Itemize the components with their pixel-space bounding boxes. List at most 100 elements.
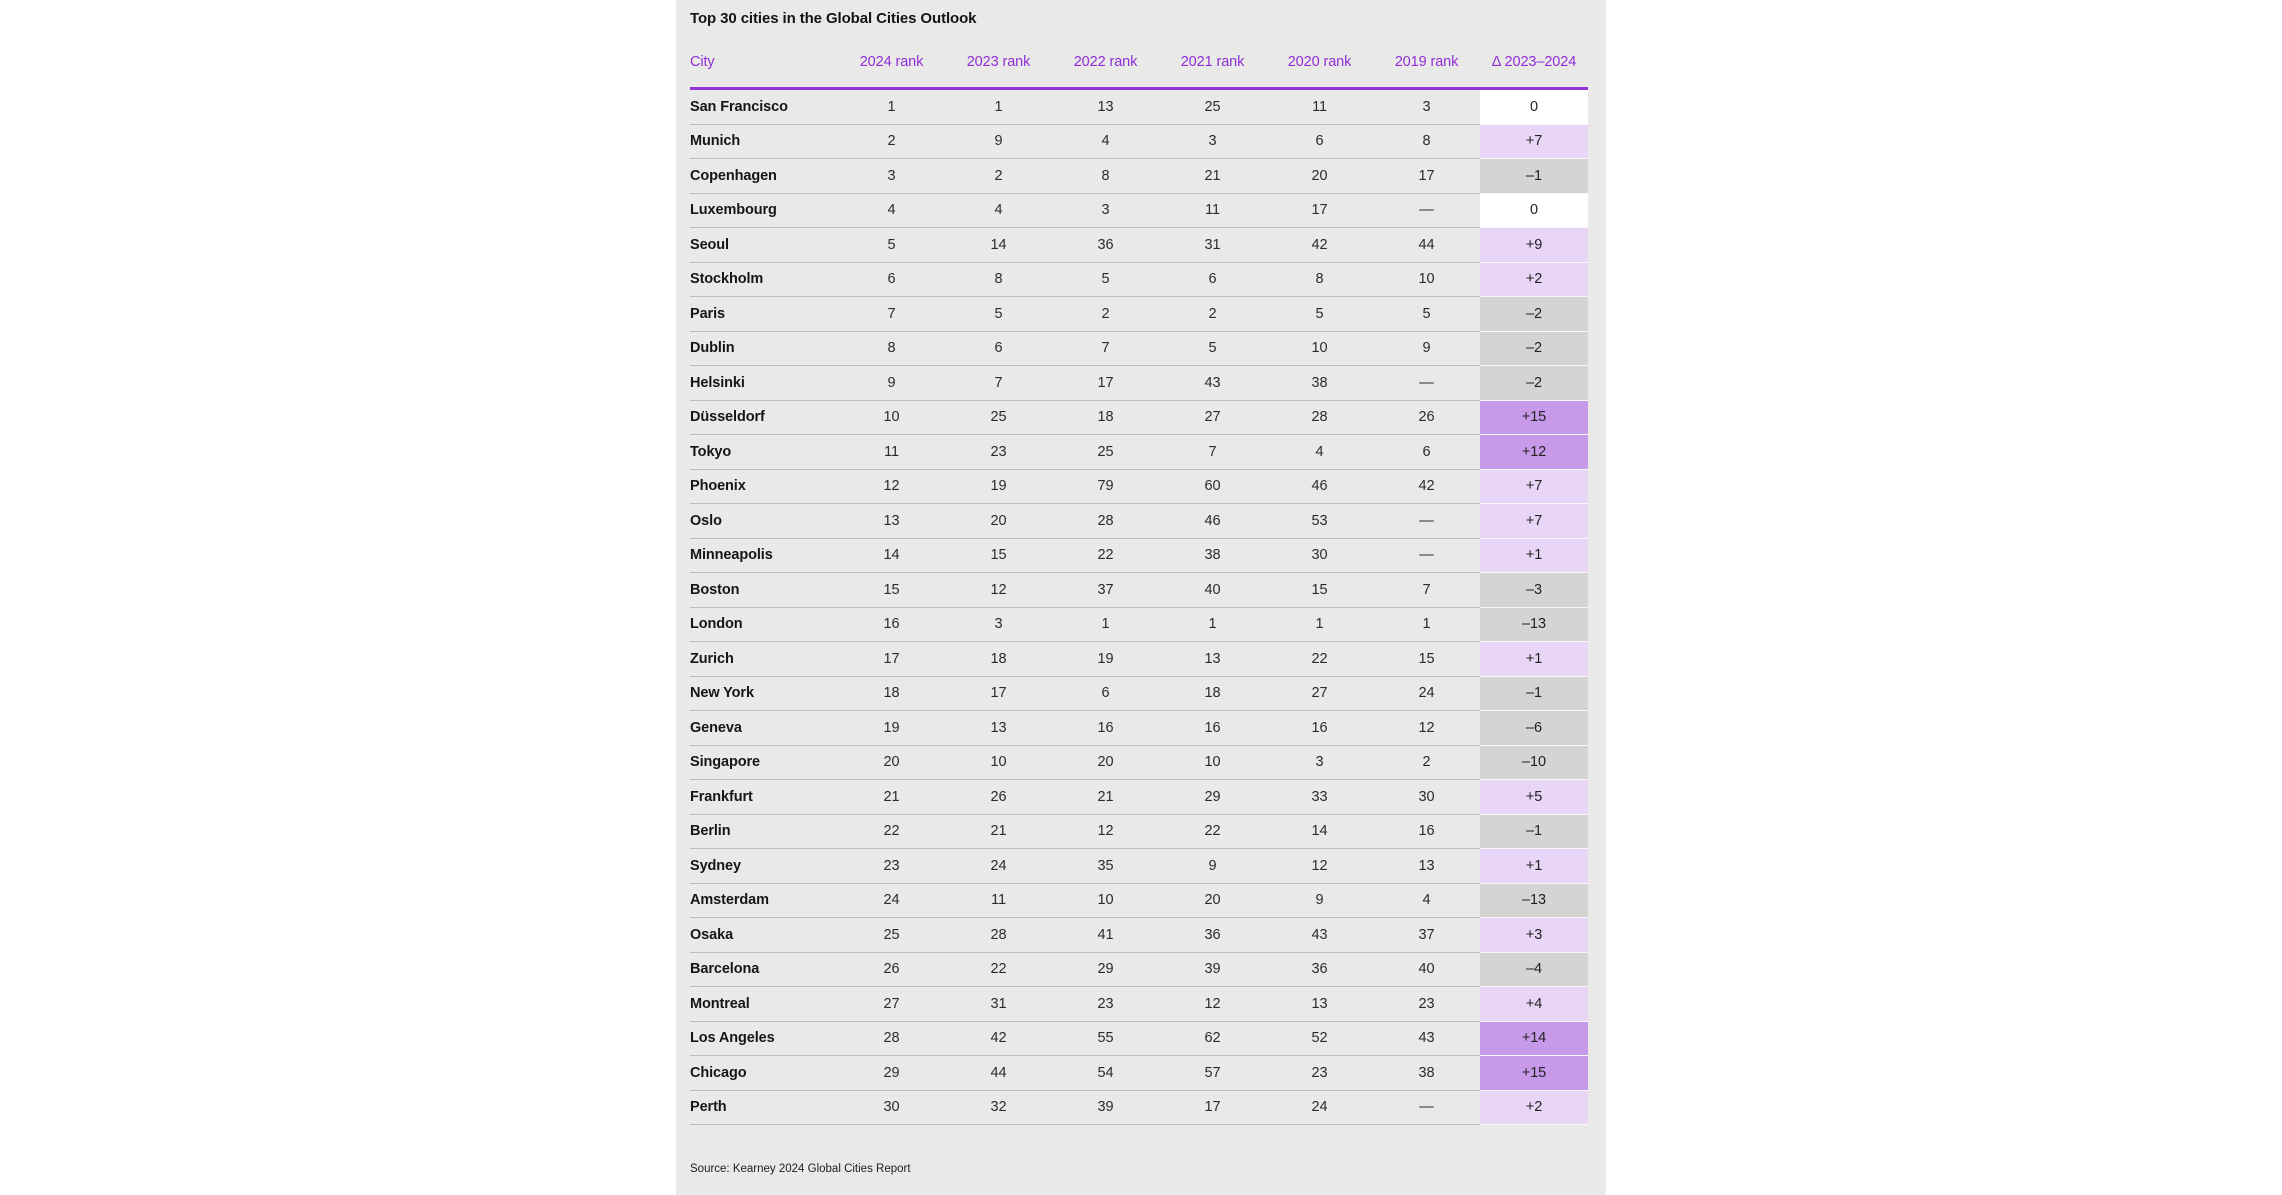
city-cell: New York [690,677,838,711]
city-cell: Chicago [690,1056,838,1091]
rank-cell: 46 [1266,470,1373,504]
rank-cell: 1 [945,90,1052,125]
rank-cell: 6 [838,263,945,297]
table-row-minneapolis: Minneapolis 14 15 22 38 30— +1 [690,538,1588,573]
rank-cell: 4 [838,194,945,228]
rank-cell: 10 [1266,332,1373,366]
table-row-paris: Paris 7 5 2 2 5 5 –2 [690,297,1588,332]
rank-cell: 8 [1373,125,1480,159]
rank-cell: 15 [1373,642,1480,677]
rank-cell: 9 [1373,332,1480,366]
rank-cell: 30 [1373,780,1480,815]
rank-cell: 25 [945,401,1052,435]
city-cell: San Francisco [690,90,838,125]
rank-cell: 12 [1052,815,1159,849]
rank-cell: 24 [1373,677,1480,711]
rank-cell: 1 [838,90,945,125]
rank-cell: 22 [1052,539,1159,573]
rank-cell: 14 [1266,815,1373,849]
table-row-stockholm: Stockholm 6 8 5 6 8 10 +2 [690,262,1588,297]
rank-cell: 36 [1052,228,1159,263]
rank-cell: 13 [838,504,945,539]
delta-cell: +5 [1480,780,1588,815]
table-row-boston: Boston 15 12 37 40 15 7 –3 [690,573,1588,608]
rank-cell: 30 [838,1091,945,1125]
table-row-singapore: Singapore 20 10 20 10 3 2 –10 [690,745,1588,780]
rank-cell: 16 [1266,711,1373,746]
rank-cell: 4 [1266,435,1373,470]
table-row-sydney: Sydney 23 24 35 9 12 13 +1 [690,849,1588,884]
rank-cell: 6 [1266,125,1373,159]
table-row-dublin: Dublin 8 6 7 5 10 9 –2 [690,331,1588,366]
delta-cell: +7 [1480,469,1588,504]
rank-cell: 55 [1052,1022,1159,1056]
rank-cell: 8 [1052,159,1159,194]
rank-cell: 15 [838,573,945,608]
source-note: Source: Kearney 2024 Global Cities Repor… [690,1163,911,1175]
rank-cell: 16 [838,608,945,642]
rank-cell: 46 [1159,504,1266,539]
rank-cell: 37 [1052,573,1159,608]
rank-cell: — [1373,366,1480,401]
rank-cell: 11 [1266,90,1373,125]
rank-cell: 4 [1052,125,1159,159]
rank-cell: 24 [1266,1091,1373,1125]
rank-cell: 37 [1373,918,1480,953]
rank-cell: 28 [838,1022,945,1056]
table-row-barcelona: Barcelona 26 22 29 39 36 40 –4 [690,952,1588,987]
rank-cell: 5 [1052,263,1159,297]
rank-cell: 57 [1159,1056,1266,1091]
rank-cell: 25 [1159,90,1266,125]
rank-cell: 16 [1159,711,1266,746]
column-header-city: City [690,54,715,70]
delta-cell: +15 [1480,1056,1588,1091]
rank-cell: 39 [1159,953,1266,987]
table-row-new-york: New York 18 17 6 18 27 24 –1 [690,676,1588,711]
table-row-san-francisco: San Francisco 1 1 13 25 11 3 0 [690,90,1588,125]
table-row-d-sseldorf: Düsseldorf 10 25 18 27 28 26 +15 [690,400,1588,435]
rank-cell: 10 [838,401,945,435]
rank-cell: 19 [945,470,1052,504]
rank-cell: 26 [945,780,1052,815]
table-row-seoul: Seoul 5 14 36 31 42 44 +9 [690,228,1588,263]
rank-cell: 28 [1266,401,1373,435]
city-cell: London [690,608,838,642]
delta-cell: –3 [1480,573,1588,608]
rank-cell: 17 [945,677,1052,711]
rank-cell: 23 [838,849,945,884]
table-row-helsinki: Helsinki 9 7 17 43 38— –2 [690,366,1588,401]
city-cell: Tokyo [690,435,838,470]
rank-cell: 30 [1266,539,1373,573]
rank-cell: 40 [1373,953,1480,987]
rank-cell: 27 [1159,401,1266,435]
rank-cell: 1 [1052,608,1159,642]
city-cell: Dublin [690,332,838,366]
city-cell: Luxembourg [690,194,838,228]
delta-cell: +3 [1480,918,1588,953]
rank-cell: 13 [1159,642,1266,677]
rank-cell: 29 [1159,780,1266,815]
rank-cell: 12 [945,573,1052,608]
table-row-oslo: Oslo 13 20 28 46 53— +7 [690,504,1588,539]
rank-cell: 5 [1159,332,1266,366]
rank-cell: 11 [838,435,945,470]
rank-cell: 29 [1052,953,1159,987]
rank-cell: 52 [1266,1022,1373,1056]
delta-cell: +1 [1480,538,1588,573]
rank-cell: 42 [945,1022,1052,1056]
rank-cell: 21 [945,815,1052,849]
city-cell: Oslo [690,504,838,539]
rank-cell: 42 [1266,228,1373,263]
rank-cell: 19 [1052,642,1159,677]
rank-cell: 43 [1266,918,1373,953]
table-row-montreal: Montreal 27 31 23 12 13 23 +4 [690,987,1588,1022]
rank-cell: 18 [838,677,945,711]
table-panel: Top 30 cities in the Global Cities Outlo… [676,0,1606,1195]
rank-cell: 8 [838,332,945,366]
rank-cell: 9 [838,366,945,401]
rank-cell: 5 [945,297,1052,332]
rank-cell: 43 [1373,1022,1480,1056]
rank-cell: 15 [945,539,1052,573]
rank-cell: 36 [1159,918,1266,953]
rank-cell: 11 [945,884,1052,918]
